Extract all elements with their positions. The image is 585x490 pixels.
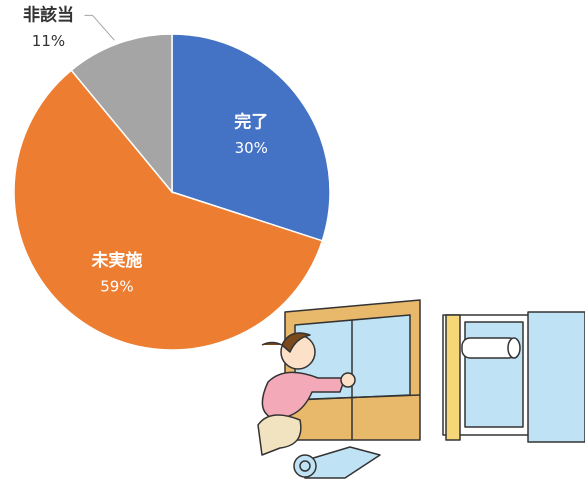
leader-line	[84, 15, 114, 40]
illustration	[258, 300, 585, 478]
pie: 完了 30% 未実施 59% 非該当 11%	[14, 4, 330, 350]
chart: 完了 30% 未実施 59% 非該当 11%	[0, 0, 585, 490]
slice-name: 完了	[234, 111, 268, 132]
slice-name: 未実施	[90, 250, 142, 271]
curtain	[446, 315, 460, 440]
slice-name: 非該当	[23, 4, 74, 25]
slice-percent: 11%	[32, 32, 65, 50]
window-pane	[528, 312, 585, 442]
slice-percent: 30%	[235, 139, 268, 157]
girl-hand	[341, 373, 355, 387]
girl-legs	[258, 415, 301, 455]
film-roll-end	[508, 338, 520, 358]
slice-percent: 59%	[100, 278, 133, 296]
film-roll	[294, 455, 316, 477]
